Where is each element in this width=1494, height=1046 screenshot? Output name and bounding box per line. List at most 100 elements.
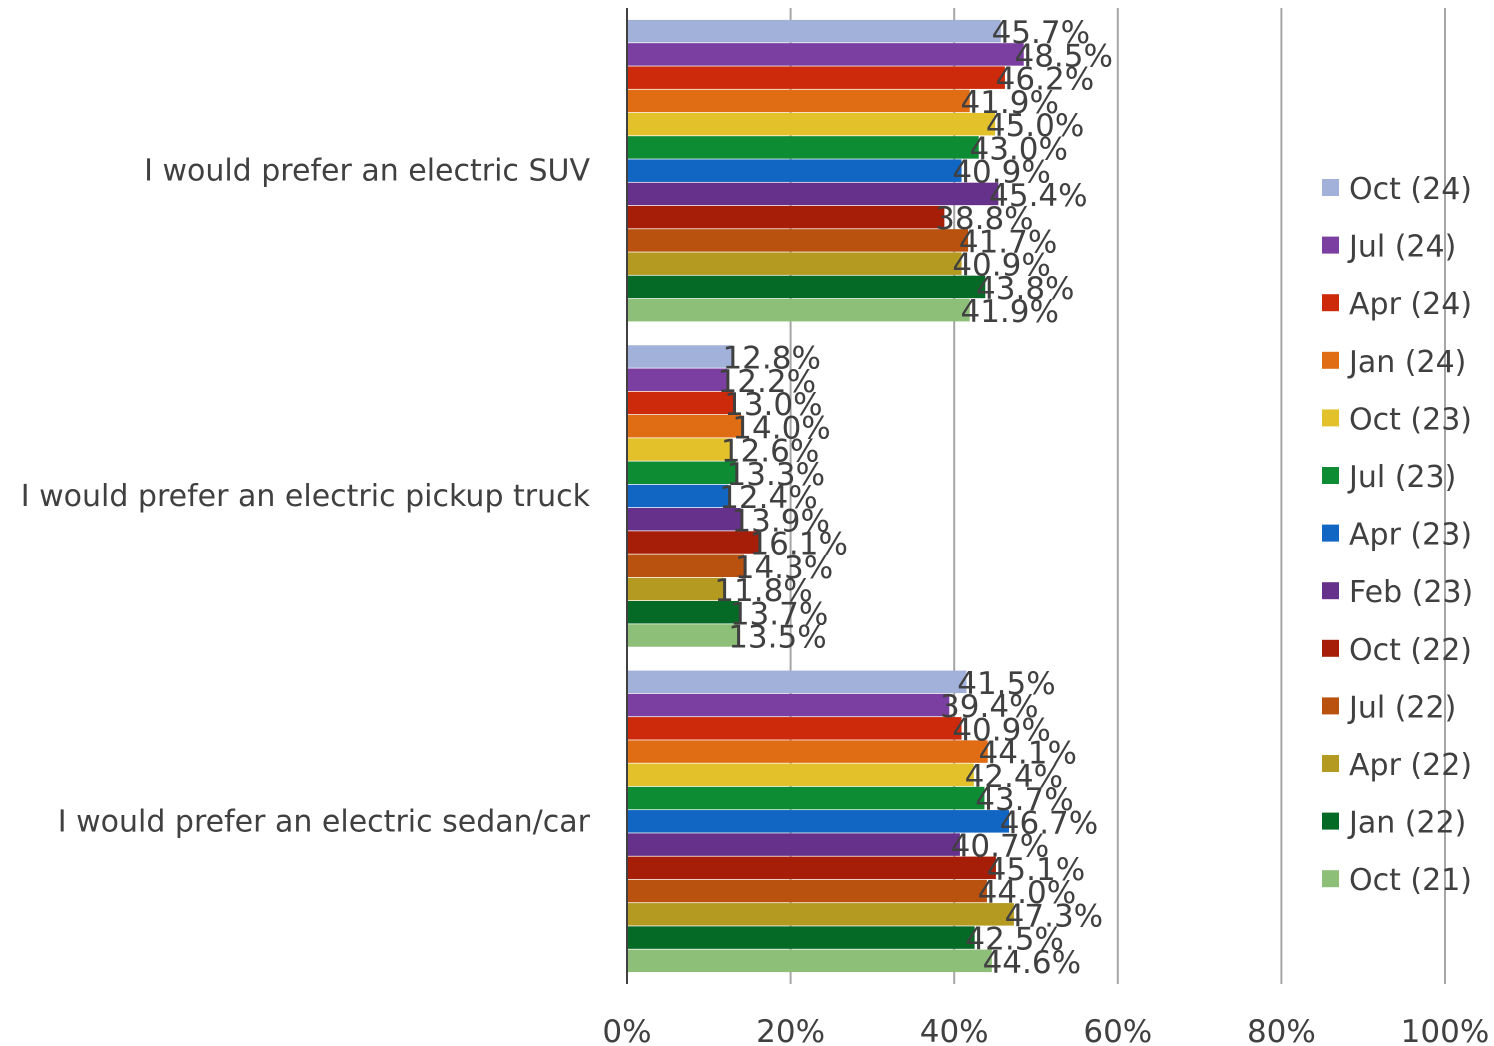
bar <box>628 856 996 880</box>
bar <box>628 461 736 484</box>
bar <box>628 554 744 577</box>
data-label: 41.9% <box>960 294 1058 330</box>
legend-swatch <box>1322 812 1339 830</box>
x-tick-label: 40% <box>920 1014 989 1046</box>
data-label: 47.3% <box>1005 898 1103 934</box>
bar <box>628 717 962 740</box>
data-label: 39.4% <box>940 689 1038 725</box>
data-label: 14.3% <box>735 550 833 586</box>
legend-swatch <box>1322 524 1339 542</box>
x-tick-label: 20% <box>756 1014 825 1046</box>
legend-entry: Jan (22) <box>1347 806 1466 841</box>
bar <box>628 298 970 322</box>
legend-entry: Oct (24) <box>1349 172 1472 207</box>
data-label: 44.1% <box>978 736 1076 772</box>
bar <box>628 670 967 694</box>
data-label: 40.9% <box>952 712 1050 748</box>
data-label: 45.4% <box>989 178 1087 214</box>
data-label: 12.2% <box>718 364 816 400</box>
x-tick-label: 0% <box>602 1014 651 1046</box>
data-label: 42.4% <box>965 759 1063 795</box>
bar <box>628 903 1014 926</box>
data-label: 43.7% <box>975 782 1073 818</box>
data-label: 42.5% <box>965 922 1063 958</box>
legend-swatch <box>1322 351 1339 369</box>
legend-entry: Jul (22) <box>1347 690 1456 725</box>
bar <box>628 879 987 903</box>
x-tick-label: 80% <box>1247 1014 1316 1046</box>
bar <box>628 577 724 601</box>
bar <box>628 833 960 856</box>
legend-entry: Jan (24) <box>1347 345 1466 380</box>
legend-entry: Jul (24) <box>1347 230 1456 265</box>
data-label: 40.7% <box>951 829 1049 865</box>
legend-entry: Oct (23) <box>1349 402 1472 437</box>
data-label: 13.5% <box>728 620 826 656</box>
bar <box>628 786 985 810</box>
legend-swatch <box>1322 409 1339 427</box>
bar <box>628 66 1005 89</box>
data-label: 41.9% <box>960 85 1058 121</box>
bar <box>628 391 734 415</box>
bar <box>628 740 988 763</box>
data-label: 44.0% <box>978 875 1076 911</box>
legend-swatch <box>1322 179 1339 196</box>
bar <box>628 368 727 391</box>
bar <box>628 810 1010 833</box>
x-tick-label: 100% <box>1401 1014 1490 1046</box>
data-label: 13.0% <box>724 387 822 423</box>
value-labels: 45.7%48.5%46.2%41.9%45.0%43.0%40.9%45.4%… <box>714 15 1113 981</box>
bar <box>628 229 969 252</box>
legend-entry: Feb (23) <box>1349 575 1473 610</box>
legend-swatch <box>1322 755 1339 772</box>
data-label: 40.9% <box>952 155 1050 191</box>
bar <box>628 252 962 275</box>
bar <box>628 531 759 554</box>
data-label: 46.2% <box>996 62 1094 98</box>
data-label: 44.6% <box>983 945 1081 981</box>
bar <box>628 43 1024 66</box>
legend-entry: Oct (22) <box>1349 633 1472 668</box>
legend-swatch <box>1322 236 1339 254</box>
data-label: 13.9% <box>731 503 829 539</box>
data-label: 12.6% <box>721 434 819 470</box>
data-label: 45.7% <box>992 15 1090 51</box>
bar <box>628 159 962 182</box>
bar <box>628 19 1001 43</box>
bar <box>628 763 974 787</box>
legend-entry: Apr (24) <box>1349 287 1472 322</box>
legend-swatch <box>1322 870 1339 888</box>
legend-entry: Apr (23) <box>1349 518 1472 553</box>
bar <box>628 415 742 438</box>
data-label: 45.0% <box>986 108 1084 144</box>
data-label: 45.1% <box>987 852 1085 888</box>
bar <box>628 205 945 229</box>
bar <box>628 112 996 136</box>
legend-entry: Apr (22) <box>1349 748 1472 783</box>
data-label: 43.8% <box>976 271 1074 307</box>
x-tick-label: 60% <box>1083 1014 1152 1046</box>
category-labels: I would prefer an electric SUV I would pr… <box>21 154 591 840</box>
bar <box>628 601 740 624</box>
bar-group <box>628 19 1024 973</box>
legend-swatch <box>1322 639 1339 657</box>
x-axis-tick-labels: 0% 20% 40% 60% 80% 100% <box>602 1014 1489 1046</box>
bar <box>628 275 986 299</box>
bar <box>628 89 970 113</box>
data-label: 13.7% <box>730 596 828 632</box>
bar <box>628 949 992 973</box>
legend-swatch <box>1322 697 1339 715</box>
data-label: 14.0% <box>732 410 830 446</box>
bar <box>628 926 975 949</box>
category-label: I would prefer an electric SUV <box>144 154 590 189</box>
data-label: 38.8% <box>935 201 1033 237</box>
bar <box>628 345 732 368</box>
bar <box>628 438 731 461</box>
bar <box>628 693 950 717</box>
data-label: 11.8% <box>714 573 812 609</box>
legend-entry: Oct (21) <box>1349 863 1472 898</box>
data-label: 48.5% <box>1014 38 1112 74</box>
data-label: 46.7% <box>1000 805 1098 841</box>
bar <box>628 624 738 647</box>
